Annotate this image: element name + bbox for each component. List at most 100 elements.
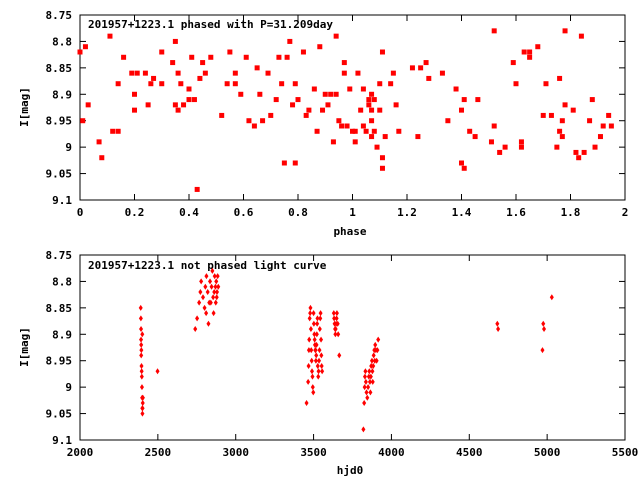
unphased-x-tick-label: 2000: [67, 446, 94, 459]
unphased-data-point: [331, 310, 336, 317]
unphased-data-point: [310, 368, 315, 375]
phased-y-tick-label: 8.75: [46, 9, 73, 22]
unphased-data-point: [540, 347, 545, 354]
phased-data-point: [439, 70, 445, 76]
unphased-data-point: [317, 347, 322, 354]
unphased-data-point: [335, 320, 340, 327]
phased-data-point: [453, 86, 459, 92]
phased-data-point: [559, 118, 565, 124]
unphased-x-tick-label: 5000: [534, 446, 561, 459]
phased-data-point: [284, 54, 290, 60]
unphased-data-point: [304, 400, 309, 406]
phased-y-tick-label: 8.9: [52, 88, 72, 101]
phased-data-point: [107, 33, 113, 39]
unphased-data-point: [307, 336, 312, 343]
unphased-data-point: [195, 315, 200, 322]
phased-x-axis-label: phase: [333, 225, 366, 238]
phased-data-point: [350, 128, 355, 134]
unphased-data-point: [374, 357, 379, 364]
phased-data-point: [491, 28, 497, 34]
phased-data-point: [330, 139, 336, 145]
unphased-data-point: [139, 363, 144, 369]
unphased-data-point: [369, 357, 374, 364]
phased-data-point: [172, 102, 178, 108]
unphased-data-point: [308, 326, 313, 332]
unphased-data-point: [208, 299, 213, 306]
unphased-data-point: [206, 320, 211, 327]
phased-data-point: [467, 128, 473, 134]
phased-data-point: [339, 123, 345, 129]
unphased-data-point: [334, 310, 339, 317]
phased-data-point: [358, 107, 364, 113]
unphased-data-point: [309, 347, 314, 354]
phased-data-point: [543, 81, 549, 87]
unphased-plot-frame: [79, 254, 626, 441]
phased-data-point: [80, 118, 86, 124]
unphased-data-point: [319, 336, 324, 343]
phased-y-axis-label: I[mag]: [18, 87, 31, 127]
unphased-data-point: [216, 283, 221, 290]
phased-data-point: [497, 149, 503, 155]
phased-data-point: [311, 86, 317, 92]
unphased-data-point: [309, 357, 314, 364]
unphased-y-tick-label: 9.05: [46, 408, 73, 421]
phased-data-point: [292, 81, 298, 87]
unphased-data-point: [311, 320, 316, 327]
unphased-x-tick-label: 4500: [456, 446, 483, 459]
unphased-data-point: [312, 331, 317, 338]
phased-data-point: [175, 107, 181, 113]
phased-data-point: [306, 107, 312, 113]
phased-data-point: [415, 134, 421, 140]
unphased-data-point: [312, 336, 317, 343]
phased-data-point: [115, 81, 121, 87]
unphased-data-point: [315, 363, 320, 369]
phased-y-tick-label: 9.1: [52, 194, 72, 207]
unphased-data-point: [311, 310, 316, 317]
unphased-x-tick-label: 5500: [612, 446, 639, 459]
unphased-data-point: [209, 283, 214, 290]
phased-data-point: [576, 155, 582, 161]
phased-data-point: [110, 128, 116, 134]
phased-data-point: [151, 75, 157, 81]
unphased-data-point: [316, 368, 321, 375]
unphased-data-point: [366, 373, 371, 380]
phased-data-point: [121, 54, 127, 60]
unphased-y-tick-label: 8.85: [46, 302, 73, 315]
phased-data-point: [159, 49, 165, 55]
phased-data-point: [562, 28, 568, 34]
phased-data-point: [518, 139, 524, 145]
phased-data-point: [502, 144, 508, 150]
unphased-data-point: [365, 394, 370, 401]
phased-data-point: [597, 134, 603, 140]
phased-data-point: [379, 49, 385, 55]
unphased-data-point: [308, 304, 313, 311]
phased-data-point: [303, 112, 309, 118]
unphased-data-point: [214, 278, 219, 285]
phased-data-point: [382, 134, 388, 140]
unphased-data-point: [332, 315, 337, 322]
phased-data-point: [426, 75, 432, 81]
phased-data-point: [540, 112, 546, 118]
phased-data-point: [371, 128, 377, 134]
phased-y-tick-label: 8.95: [46, 115, 73, 128]
unphased-data-point: [337, 352, 342, 359]
phased-data-point: [189, 54, 195, 60]
phased-x-tick-label: 2: [622, 206, 629, 219]
phased-data-point: [608, 123, 614, 129]
phased-data-point: [589, 97, 595, 103]
phased-data-point: [557, 75, 563, 81]
phased-y-tick-label: 8.85: [46, 62, 73, 75]
phased-x-tick-label: 0.4: [179, 206, 199, 219]
phased-data-point: [273, 97, 279, 103]
phased-y-tick-label: 8.8: [52, 35, 72, 48]
phased-x-tick-label: 1.4: [452, 206, 472, 219]
phased-data-point: [208, 54, 214, 60]
phased-data-point: [573, 149, 579, 155]
unphased-data-point: [369, 363, 374, 369]
phased-data-point: [535, 44, 541, 50]
phased-data-point: [254, 65, 260, 71]
unphased-data-point: [140, 400, 145, 406]
phased-data-point: [390, 70, 396, 76]
unphased-x-tick-label: 2500: [145, 446, 172, 459]
